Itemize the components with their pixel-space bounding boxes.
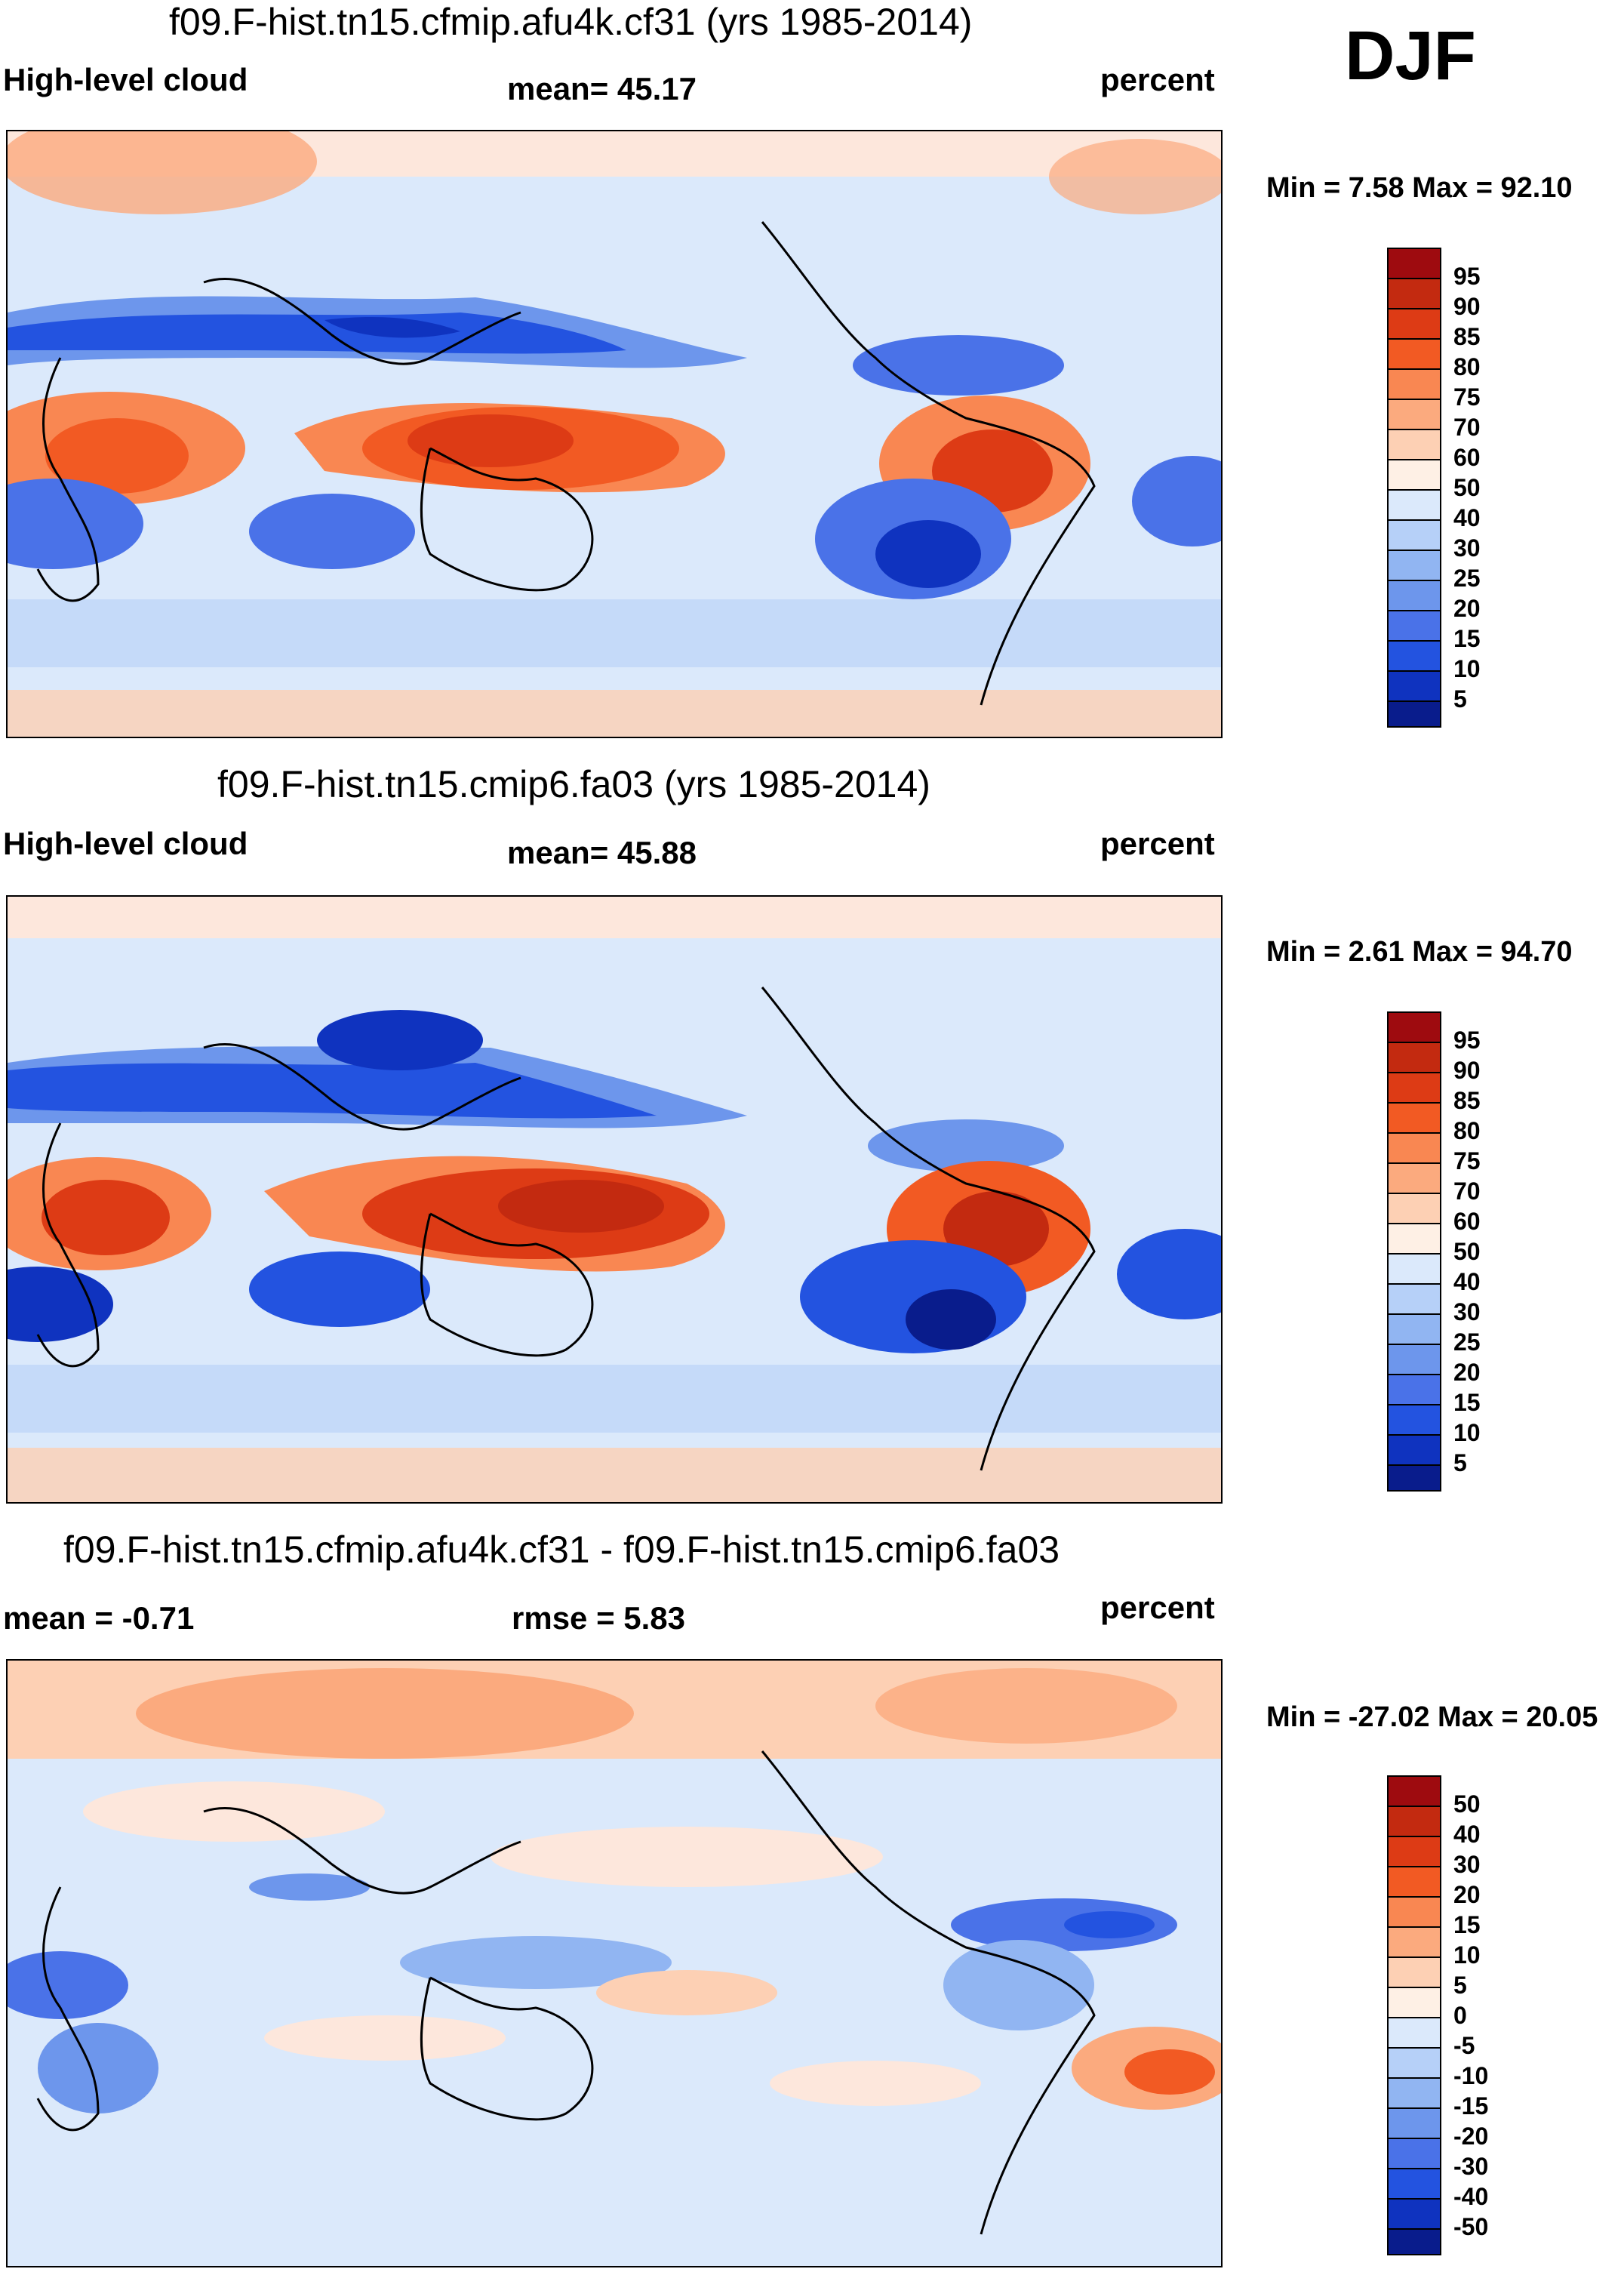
panel2-map bbox=[6, 895, 1223, 1504]
panel1-colorbar bbox=[1387, 248, 1441, 728]
panel1-cbar-label: 75 bbox=[1453, 383, 1481, 411]
panel1-mean-label: mean= 45.17 bbox=[507, 71, 697, 106]
panel2-cbar-label: 10 bbox=[1453, 1419, 1481, 1446]
panel3-minmax: Min = -27.02 Max = 20.05 bbox=[1266, 1701, 1598, 1733]
panel3-cbar-label: -40 bbox=[1453, 2183, 1489, 2210]
panel1-cbar-label: 15 bbox=[1453, 625, 1481, 652]
panel1-cbar-label: 50 bbox=[1453, 474, 1481, 501]
panel1-cbar-label: 85 bbox=[1453, 323, 1481, 350]
panel2-cbar-label: 30 bbox=[1453, 1298, 1481, 1325]
panel3-cbar-label: -5 bbox=[1453, 2032, 1475, 2059]
panel2-cbar-label: 15 bbox=[1453, 1389, 1481, 1416]
panel1-cbar-label: 95 bbox=[1453, 263, 1481, 290]
panel1-cbar-label: 20 bbox=[1453, 595, 1481, 622]
panel3-cbar-label: -10 bbox=[1453, 2062, 1489, 2089]
panel3-cbar-label: -50 bbox=[1453, 2213, 1489, 2240]
panel1-cbar-label: 25 bbox=[1453, 565, 1481, 592]
panel3-cbar-label: 10 bbox=[1453, 1941, 1481, 1969]
panel2-cbar-label: 25 bbox=[1453, 1328, 1481, 1356]
season-label: DJF bbox=[1345, 17, 1476, 94]
panel1-cbar-label: 30 bbox=[1453, 534, 1481, 562]
panel3-mean-label: mean = -0.71 bbox=[3, 1600, 195, 1636]
panel1-title: f09.F-hist.tn15.cfmip.afu4k.cf31 (yrs 19… bbox=[169, 1, 973, 43]
panel2-minmax: Min = 2.61 Max = 94.70 bbox=[1266, 936, 1573, 968]
panel3-cbar-label: 15 bbox=[1453, 1911, 1481, 1938]
panel2-cbar-label: 40 bbox=[1453, 1268, 1481, 1295]
panel2-cbar-label: 50 bbox=[1453, 1238, 1481, 1265]
panel2-colorbar bbox=[1387, 1011, 1441, 1492]
panel1-cbar-label: 70 bbox=[1453, 414, 1481, 441]
panel3-units-label: percent bbox=[1100, 1590, 1215, 1625]
panel2-title: f09.F-hist.tn15.cmip6.fa03 (yrs 1985-201… bbox=[217, 763, 930, 805]
panel1-cbar-label: 40 bbox=[1453, 504, 1481, 531]
panel2-cbar-label: 5 bbox=[1453, 1449, 1467, 1476]
panel3-cbar-label: -15 bbox=[1453, 2092, 1489, 2120]
panel1-units-label: percent bbox=[1100, 62, 1215, 97]
panel1-cbar-label: 5 bbox=[1453, 685, 1467, 713]
panel3-cbar-label: 50 bbox=[1453, 1790, 1481, 1818]
panel3-cbar-label: 20 bbox=[1453, 1881, 1481, 1908]
panel3-colorbar bbox=[1387, 1775, 1441, 2255]
panel1-cbar-label: 90 bbox=[1453, 293, 1481, 320]
panel2-mean-label: mean= 45.88 bbox=[507, 835, 697, 870]
panel2-cbar-label: 80 bbox=[1453, 1117, 1481, 1144]
panel1-cbar-label: 80 bbox=[1453, 353, 1481, 380]
panel2-cbar-label: 75 bbox=[1453, 1147, 1481, 1174]
panel2-units-label: percent bbox=[1100, 826, 1215, 861]
panel3-cbar-label: 5 bbox=[1453, 1972, 1467, 1999]
panel3-cbar-label: 40 bbox=[1453, 1821, 1481, 1848]
panel1-coastlines bbox=[36, 221, 1096, 706]
panel3-cbar-label: -30 bbox=[1453, 2153, 1489, 2180]
panel3-rmse-label: rmse = 5.83 bbox=[512, 1600, 686, 1636]
panel2-cbar-label: 85 bbox=[1453, 1087, 1481, 1114]
panel2-variable-label: High-level cloud bbox=[3, 826, 248, 861]
panel3-cbar-label: -20 bbox=[1453, 2123, 1489, 2150]
panel2-cbar-label: 70 bbox=[1453, 1178, 1481, 1205]
panel3-coastlines bbox=[36, 1750, 1096, 2235]
panel3-cbar-label: 0 bbox=[1453, 2002, 1467, 2029]
panel2-cbar-label: 95 bbox=[1453, 1027, 1481, 1054]
panel2-coastlines bbox=[36, 987, 1096, 1471]
panel3-title: f09.F-hist.tn15.cfmip.afu4k.cf31 - f09.F… bbox=[63, 1529, 1060, 1571]
panel1-cbar-label: 60 bbox=[1453, 444, 1481, 471]
panel1-map bbox=[6, 130, 1223, 738]
panel2-cbar-label: 20 bbox=[1453, 1359, 1481, 1386]
panel2-cbar-label: 60 bbox=[1453, 1208, 1481, 1235]
panel2-cbar-label: 90 bbox=[1453, 1057, 1481, 1084]
panel3-map bbox=[6, 1659, 1223, 2267]
panel3-cbar-label: 30 bbox=[1453, 1851, 1481, 1878]
panel1-minmax: Min = 7.58 Max = 92.10 bbox=[1266, 172, 1573, 204]
panel1-variable-label: High-level cloud bbox=[3, 62, 248, 97]
panel1-cbar-label: 10 bbox=[1453, 655, 1481, 682]
